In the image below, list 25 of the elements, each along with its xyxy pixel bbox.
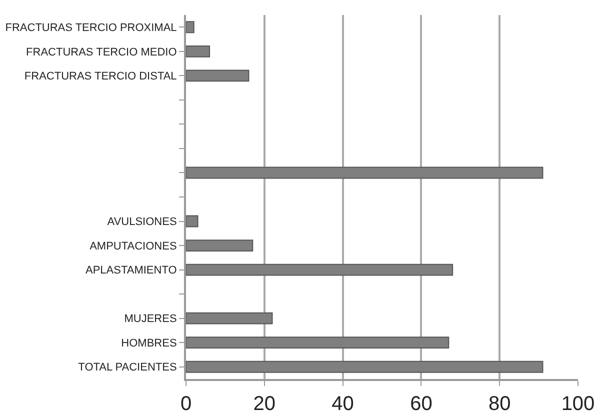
bar [186,264,454,276]
y-tick-label: AVULSIONES [107,216,177,228]
bar [186,70,250,82]
x-tick-label: 40 [332,393,354,415]
bar [186,21,194,34]
y-tick-label: FRACTURAS TERCIO MEDIO [26,46,178,58]
y-tick-label: APLASTAMIENTO [86,264,178,277]
y-tick-label: AMPUTACIONES [90,240,177,252]
y-tick-label: TOTAL PACIENTES [78,362,177,374]
x-tick-label: 0 [180,393,192,415]
y-tick-label: FRACTURAS TERCIO PROXIMAL [5,22,177,34]
y-tick-label: HOMBRES [121,337,177,350]
bar [186,360,544,373]
bar [186,215,198,228]
bar [186,312,273,324]
bar [186,166,544,179]
bar [186,336,450,349]
x-tick-label: 20 [253,393,276,415]
bar [186,240,254,252]
x-tick-label: 80 [488,393,511,415]
y-tick-label: FRACTURAS TERCIO DISTAL [24,70,177,83]
x-tick-label: 60 [410,393,432,415]
y-tick-label: MUJERES [124,313,177,326]
bar [186,45,210,58]
x-tick-label: 100 [561,393,595,415]
